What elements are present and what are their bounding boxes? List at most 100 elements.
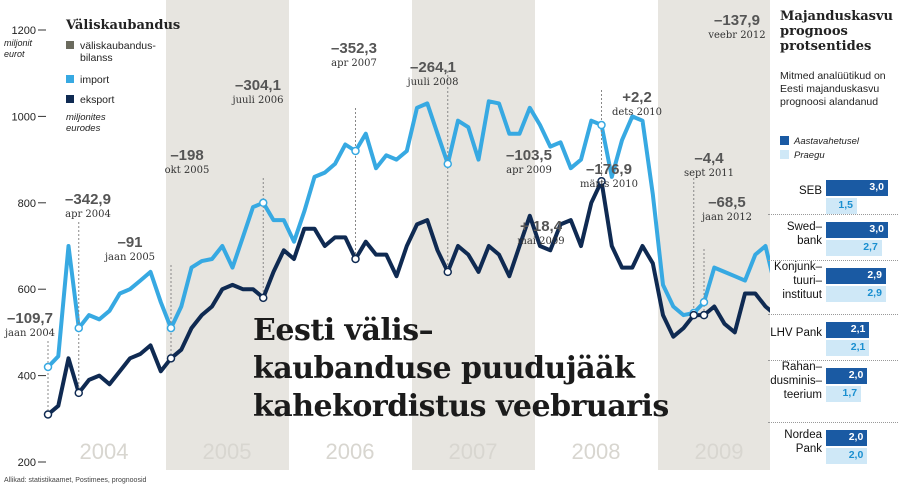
forecast-value-label: 3,0: [869, 181, 884, 193]
y-tick-label: 800: [18, 198, 36, 210]
forecast-value-label: 3,0: [869, 223, 884, 235]
legend-label-eksport: eksport: [80, 94, 115, 106]
annotation-marker-eksport: [351, 254, 360, 264]
forecast-value-label: 1,7: [842, 387, 858, 399]
annotation-value: –176,9: [586, 161, 632, 178]
forecast-bar-aastavahetusel: 3,0: [826, 222, 888, 238]
forecast-separator: [768, 260, 898, 261]
annotation-marker-import: [166, 323, 176, 333]
y-tick-label: 1000: [12, 111, 36, 123]
y-tick-label: 600: [18, 284, 36, 296]
forecast-label: Rahan– dusminis– teerium: [770, 361, 822, 401]
chart-title-line: Eesti välis–: [253, 313, 433, 348]
annotation-marker-import: [351, 146, 360, 156]
annotation-value: –4,4: [694, 150, 724, 167]
annotation-marker-import: [259, 198, 268, 208]
forecast-subtitle: Mitmed analüütikud on Eesti majanduskasv…: [780, 70, 886, 108]
forecast-bar-praegu: 2,9: [826, 286, 886, 302]
forecast-label: Konjunk– tuuri– instituut: [774, 261, 822, 301]
legend-swatch-import: [66, 75, 74, 83]
annotation-marker-import: [699, 297, 709, 307]
annotation-date: okt 2005: [165, 165, 210, 176]
year-label-2007: 2007: [449, 439, 498, 464]
annotation-date: juuli 2006: [231, 95, 283, 106]
year-label-2005: 2005: [203, 439, 252, 464]
annotation-date: apr 2007: [331, 58, 377, 69]
legend-label-bilanss-2: bilanss: [80, 52, 113, 64]
legend-swatch-eksport: [66, 95, 74, 103]
legend-label-aastavahetusel: Aastavahetusel: [794, 136, 859, 147]
year-band: [658, 0, 770, 470]
annotation-marker-import: [597, 120, 606, 130]
legend-note-2: eurodes: [66, 123, 101, 134]
y-tick-label: 1200: [12, 25, 36, 37]
annotation-marker-eksport: [689, 310, 698, 320]
annotation-value: –264,1: [410, 59, 456, 76]
annotation-marker-eksport: [443, 267, 452, 277]
legend-title: Väliskaubandus: [65, 18, 180, 33]
annotation-date: jaan 2004: [4, 328, 55, 339]
annotation-date: jaan 2005: [104, 252, 155, 263]
year-label-2009: 2009: [695, 439, 744, 464]
forecast-separator: [768, 214, 898, 215]
series-line-import: [46, 99, 770, 369]
legend-note: miljonites: [66, 112, 106, 123]
legend-swatch-dark: [780, 136, 789, 145]
forecast-bar-praegu: 2,0: [826, 448, 868, 464]
series-line-eksport: [46, 179, 770, 417]
forecast-value-label: 2,0: [848, 449, 864, 461]
annotation-value: +2,2: [622, 89, 652, 106]
y-unit-label-2: eurot: [4, 49, 25, 59]
legend-item-aastavahetusel: Aastavahetusel: [780, 136, 859, 147]
y-tick-label: 400: [18, 371, 36, 383]
annotation-marker-import: [443, 159, 452, 169]
forecast-separator: [768, 422, 898, 423]
legend-item-praegu: Praegu: [780, 150, 825, 161]
annotation-date: jaan 2012: [701, 212, 752, 223]
chart-title-line: kaubanduse puudujääk: [253, 351, 636, 386]
annotation-date: sept 2011: [684, 168, 734, 179]
year-label-2008: 2008: [572, 439, 621, 464]
forecast-value-label: 1,5: [838, 199, 853, 211]
forecast-value-label: 2,0: [848, 431, 864, 443]
forecast-value-label: 2,9: [867, 287, 882, 299]
annotation-marker-eksport: [699, 310, 709, 320]
annotation-value: –91: [117, 234, 142, 251]
chart-title-line: kahekordistus veebruaris: [253, 389, 669, 424]
forecast-bar-praegu: 2,7: [826, 240, 882, 256]
annotation-value: –304,1: [235, 77, 281, 94]
y-unit-label: miljonit: [4, 38, 33, 48]
forecast-bar-aastavahetusel: 3,0: [826, 180, 888, 196]
annotation-marker-eksport: [597, 176, 606, 186]
source-note: Allikad: statistikaamet, Postimees, prog…: [4, 477, 147, 484]
annotation-value: –137,9: [714, 12, 760, 29]
year-label-2006: 2006: [326, 439, 375, 464]
forecast-value-label: 2,7: [863, 241, 878, 253]
forecast-separator: [768, 314, 898, 315]
forecast-bar-aastavahetusel: 2,0: [826, 430, 868, 446]
annotation-marker-eksport: [259, 293, 268, 303]
annotation-marker-eksport: [166, 354, 176, 363]
annotation-date: juuli 2008: [406, 77, 458, 88]
forecast-bar-aastavahetusel: 2,0: [826, 368, 868, 384]
forecast-bar-praegu: 1,7: [826, 386, 862, 402]
annotation-value: –342,9: [65, 191, 111, 208]
y-tick-label: 200: [18, 457, 36, 469]
annotation-marker-eksport: [43, 410, 53, 419]
forecast-label: Swed– bank: [786, 221, 822, 247]
forecast-label: SEB: [798, 185, 822, 197]
annotation-date: apr 2009: [506, 165, 552, 176]
forecast-value-label: 2,1: [850, 323, 866, 335]
forecast-bar-aastavahetusel: 2,1: [826, 322, 870, 338]
legend-swatch-bilanss: [66, 41, 74, 49]
year-label-2004: 2004: [80, 439, 129, 464]
annotation-marker-import: [43, 362, 53, 372]
legend-label-praegu: Praegu: [794, 150, 825, 161]
forecast-label: Nordea Pank: [784, 429, 822, 455]
annotation-marker-import: [74, 323, 83, 333]
forecast-value-label: 2,9: [867, 269, 882, 281]
annotation-marker-eksport: [74, 388, 83, 398]
forecast-value-label: 2,1: [850, 341, 866, 353]
forecast-value-label: 2,0: [848, 369, 864, 381]
